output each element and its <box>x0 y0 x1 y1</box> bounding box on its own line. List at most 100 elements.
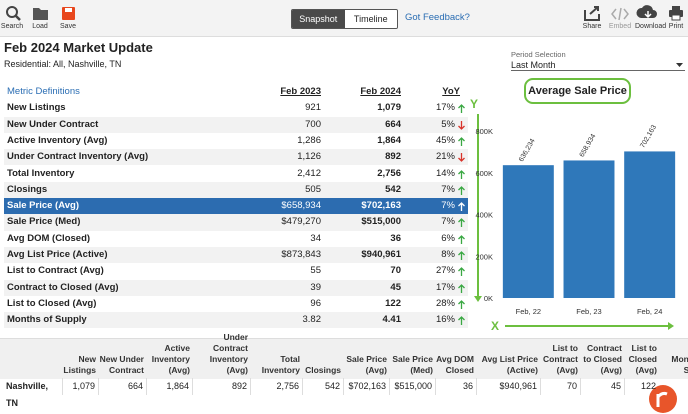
trend-arrow <box>458 218 465 228</box>
toolbar-button[interactable]: Print <box>668 23 684 30</box>
table-row: Sale Price (Med) $479,270 $515,000 7% <box>4 214 468 231</box>
value-2023: 2,412 <box>297 167 321 179</box>
value-2023: 96 <box>310 297 321 309</box>
metric-name: List to Contract (Avg) <box>7 265 104 277</box>
summary-row-name: Nashville, TN <box>6 381 49 408</box>
period-label: Period Selection <box>511 50 566 59</box>
metric-name: Contract to Closed (Avg) <box>7 281 119 293</box>
yoy: 45% <box>435 134 455 146</box>
value-2024: $940,961 <box>361 249 401 260</box>
value-2023: $873,843 <box>281 249 321 260</box>
value-2023: 1,126 <box>297 151 321 163</box>
table-row: Under Contract Inventory (Avg) 1,126 892 21… <box>4 149 468 166</box>
summary-column-header: New Under Contract <box>99 354 144 375</box>
summary-column-header: Under Contract Inventory (Avg) <box>209 332 248 375</box>
tab-group: Snapshot Timeline <box>291 9 398 29</box>
logo <box>656 391 668 407</box>
value-2024: 70 <box>390 265 401 277</box>
tab[interactable]: Snapshot <box>292 10 345 28</box>
summary-column-header: Sale Price (Med) <box>392 354 433 375</box>
summary-cell: $702,163 <box>343 378 389 395</box>
x-tick-label: Feb, 24 <box>637 307 662 316</box>
summary-column-header: List to Closed (Avg) <box>628 343 657 375</box>
bar <box>502 165 554 298</box>
metric-name: Avg DOM (Closed) <box>7 232 91 244</box>
toolbar-button[interactable]: Share <box>582 23 602 30</box>
table-row: Total Inventory 2,412 2,756 14% <box>4 165 468 182</box>
summary-cell: 70 <box>540 378 580 395</box>
search-icon <box>15 15 21 21</box>
column-header: YoY <box>442 86 460 97</box>
table-row: New Listings 921 1,079 17% <box>4 100 468 117</box>
summary-column-header: Active Inventory (Avg) <box>151 343 190 375</box>
tab[interactable]: Timeline <box>344 10 397 28</box>
summary-column-header: Avg List Price (Active) <box>481 354 538 375</box>
trend-arrow <box>458 185 465 195</box>
download-icon <box>636 5 657 18</box>
dropdown-arrow <box>676 63 683 67</box>
toolbar-button[interactable]: Download <box>635 23 667 30</box>
period-value[interactable]: Last Month <box>511 60 556 70</box>
table-row: Active Inventory (Avg) 1,286 1,864 45% <box>4 132 468 150</box>
yoy: 28% <box>435 297 455 309</box>
value-2024: 1,864 <box>377 134 401 146</box>
summary-column-header: List to Contract (Avg) <box>543 343 578 375</box>
summary-column-header: Months of Supply <box>671 354 688 375</box>
value-2023: 505 <box>305 183 321 195</box>
summary-column-header: New Listings <box>63 354 96 375</box>
table-row: Months of Supply 3.82 4.41 16% <box>4 312 468 329</box>
metric-name: Closings <box>7 183 48 195</box>
value-2024: 36 <box>390 232 401 244</box>
metric-name: Months of Supply <box>7 314 87 326</box>
subtitle: Residential: All, Nashville, TN <box>4 59 122 69</box>
trend-arrow <box>458 283 465 293</box>
value-label: 636,234 <box>518 138 537 164</box>
summary-column-header: Sale Price (Avg) <box>346 354 387 375</box>
toolbar-button[interactable]: Save <box>60 23 76 30</box>
value-2024: 2,756 <box>377 167 401 179</box>
summary-cell: 45 <box>580 378 624 395</box>
toolbar-button[interactable]: Embed <box>608 23 632 30</box>
trend-arrow <box>458 120 465 130</box>
metric-name: Under Contract Inventory (Avg) <box>7 151 149 163</box>
page-title: Feb 2024 Market Update <box>4 40 153 55</box>
x-annotation: X <box>491 319 499 333</box>
y-tick-label: 400K <box>475 211 493 220</box>
share-icon <box>584 6 600 21</box>
trend-arrow <box>458 234 465 244</box>
table-row: List to Closed (Avg) 96 122 28% <box>4 295 468 313</box>
summary-cell: 2,756 <box>250 378 302 395</box>
summary-column-header: Contract to Closed (Avg) <box>583 343 622 375</box>
table-row: Avg DOM (Closed) 34 36 6% <box>4 230 468 247</box>
trend-arrow <box>458 267 465 277</box>
yoy: 8% <box>441 249 455 260</box>
table-header: Metric Definitions Feb 2023 Feb 2024 YoY <box>4 84 468 100</box>
column-header: Feb 2023 <box>280 86 321 97</box>
yoy: 7% <box>441 183 455 195</box>
value-2024: 45 <box>390 281 401 293</box>
toolbar-button[interactable]: Search <box>0 23 24 30</box>
value-2023: 700 <box>305 118 321 130</box>
print-icon <box>672 6 680 10</box>
value-2024: 892 <box>385 151 401 163</box>
toolbar-button[interactable]: Load <box>32 23 48 30</box>
y-annotation: Y <box>470 97 478 111</box>
table-row: Contract to Closed (Avg) 39 45 17% <box>4 279 468 296</box>
summary-cell: 892 <box>192 378 250 395</box>
period-select[interactable]: Last Month <box>511 60 685 71</box>
feedback-link[interactable]: Got Feedback? <box>405 12 470 23</box>
value-label: 702,163 <box>639 124 658 150</box>
metric-name: New Listings <box>7 102 66 114</box>
metric-definitions-link[interactable]: Metric Definitions <box>7 86 80 97</box>
summary-cell: 664 <box>98 378 146 395</box>
metric-name: Sale Price (Med) <box>7 216 81 228</box>
yoy: 17% <box>435 281 455 293</box>
summary-cell: 36 <box>435 378 476 395</box>
yoy: 7% <box>441 200 455 212</box>
trend-arrow <box>458 136 465 146</box>
metric-name: Total Inventory <box>7 167 75 179</box>
yoy: 14% <box>435 167 455 179</box>
